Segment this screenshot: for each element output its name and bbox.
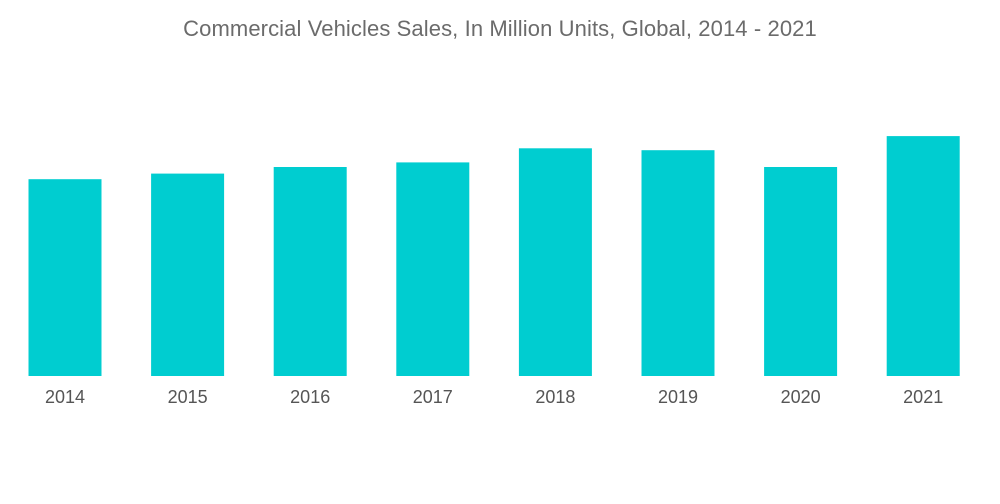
x-tick-label-2014: 2014 [45,387,85,407]
bar-2018 [518,148,592,376]
chart-title: Commercial Vehicles Sales, In Million Un… [183,16,817,41]
bars-group [28,136,960,376]
bar-2015 [151,173,225,376]
bar-2021 [886,136,960,376]
x-tick-label-2019: 2019 [658,387,698,407]
bar-2017 [396,162,470,376]
x-tick-label-2018: 2018 [535,387,575,407]
x-tick-label-2020: 2020 [781,387,821,407]
bar-2016 [273,167,347,376]
x-tick-label-2017: 2017 [413,387,453,407]
bar-2019 [641,150,715,376]
x-tick-label-2021: 2021 [903,387,943,407]
x-tick-label-2016: 2016 [290,387,330,407]
x-tick-label-2015: 2015 [168,387,208,407]
x-tick-labels: 2014 2015 2016 2017 2018 2019 2020 2021 [45,387,943,407]
bar-2020 [764,167,838,376]
bar-2014 [28,179,102,376]
